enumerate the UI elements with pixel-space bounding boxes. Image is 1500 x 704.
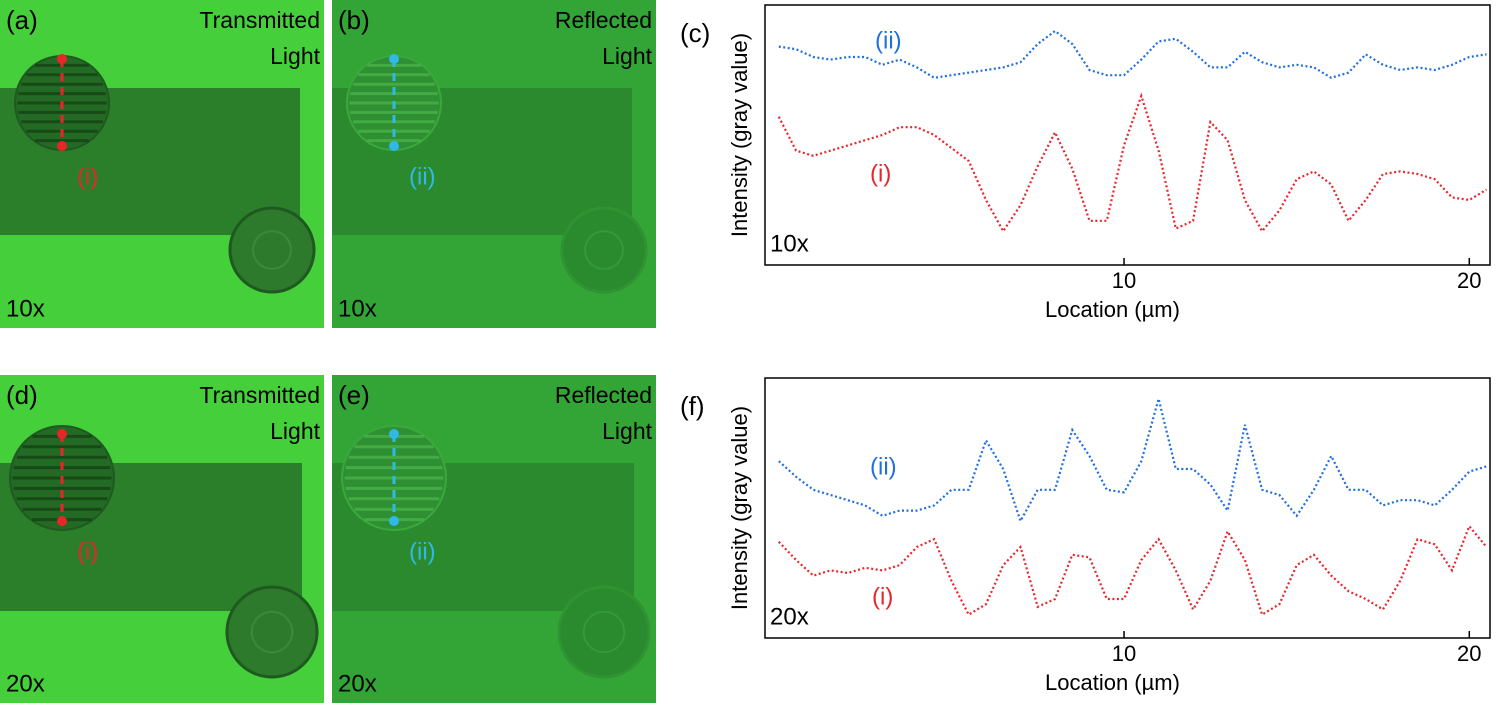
panel-title: Light [270,43,320,69]
circle-feature [228,206,316,294]
data-line [778,29,1487,79]
panel-title: Light [602,43,652,69]
profile-end [57,141,67,151]
panel-title: Light [270,418,320,444]
profile-label: (i) [77,163,98,190]
profile-label: (i) [77,538,98,565]
profile-end [389,54,399,64]
profile-label: (ii) [409,538,436,565]
panel-title: Transmitted [199,7,320,33]
circle-feature [225,585,319,679]
data-line [778,394,1487,524]
series-label: (ii) [875,27,902,54]
profile-end [389,516,399,526]
x-tick-label: 10 [1112,641,1136,666]
panel-label: (e) [338,380,370,410]
image-panel: (ii) (b) Reflected Light 10x [332,0,656,328]
circle-ring [250,610,294,654]
x-tick-label: 20 [1457,641,1481,666]
profile-end [389,141,399,151]
panel-label: (b) [338,5,370,35]
image-panel: (ii) (e) Reflected Light 20x [332,375,656,703]
magnification: 20x [770,603,809,630]
panel-label: (a) [6,5,38,35]
panel-title: Light [602,418,652,444]
plot-frame [764,377,1491,639]
x-axis-label: Location (µm) [1045,670,1180,695]
series-label: (i) [872,583,893,610]
panel-label: (c) [680,18,710,48]
magnification: 20x [338,670,377,697]
profile-end [57,516,67,526]
circle-ring [582,610,626,654]
circle-ring [584,230,624,270]
panel-title: Reflected [555,382,652,408]
panel-label: (f) [680,391,705,421]
circle-feature [560,206,648,294]
magnification: 10x [770,230,809,257]
profile-end [389,429,399,439]
magnification: 10x [6,295,45,322]
profile-end [57,429,67,439]
panel-label: (d) [6,380,38,410]
y-axis-label: Intensity (gray value) [727,33,752,237]
image-panel: (i) (a) Transmitted Light 10x [0,0,324,328]
magnification: 10x [338,295,377,322]
profile-end [57,54,67,64]
x-axis-label: Location (µm) [1045,297,1180,322]
panel-title: Reflected [555,7,652,33]
series-label: (i) [870,160,891,187]
x-tick-label: 10 [1112,268,1136,293]
magnification: 20x [6,670,45,697]
x-tick-label: 20 [1457,268,1481,293]
y-axis-label: Intensity (gray value) [727,406,752,610]
plot-frame [764,4,1491,266]
image-panel: (i) (d) Transmitted Light 20x [0,375,324,703]
circle-ring [252,230,292,270]
panel-title: Transmitted [199,382,320,408]
circle-feature [557,585,651,679]
data-line [778,524,1488,617]
series-label: (ii) [870,453,897,480]
profile-label: (ii) [409,163,436,190]
